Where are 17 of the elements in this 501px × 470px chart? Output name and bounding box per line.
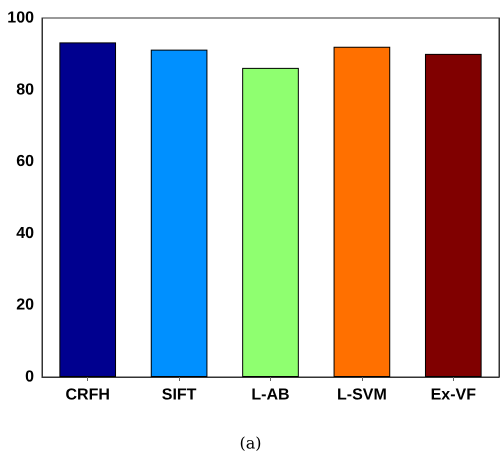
x-tick-label: Ex-VF (430, 386, 476, 404)
x-tick-label: L-AB (251, 386, 290, 404)
y-tick-label: 60 (16, 153, 34, 170)
y-tick-label: 80 (16, 81, 34, 98)
bar (334, 46, 390, 377)
x-tick-label: CRFH (65, 386, 110, 404)
y-tick-label: 0 (25, 368, 34, 386)
x-tick-label: SIFT (162, 386, 197, 404)
bar (424, 54, 482, 377)
bar (150, 50, 208, 377)
x-tick-label: L-SVM (337, 386, 387, 404)
y-tick-label: 40 (16, 224, 34, 242)
text: (a) (239, 434, 262, 452)
y-tick-label: 100 (7, 10, 34, 26)
y-tick-label: 20 (16, 296, 34, 314)
bar (242, 68, 299, 377)
bar (59, 42, 116, 377)
